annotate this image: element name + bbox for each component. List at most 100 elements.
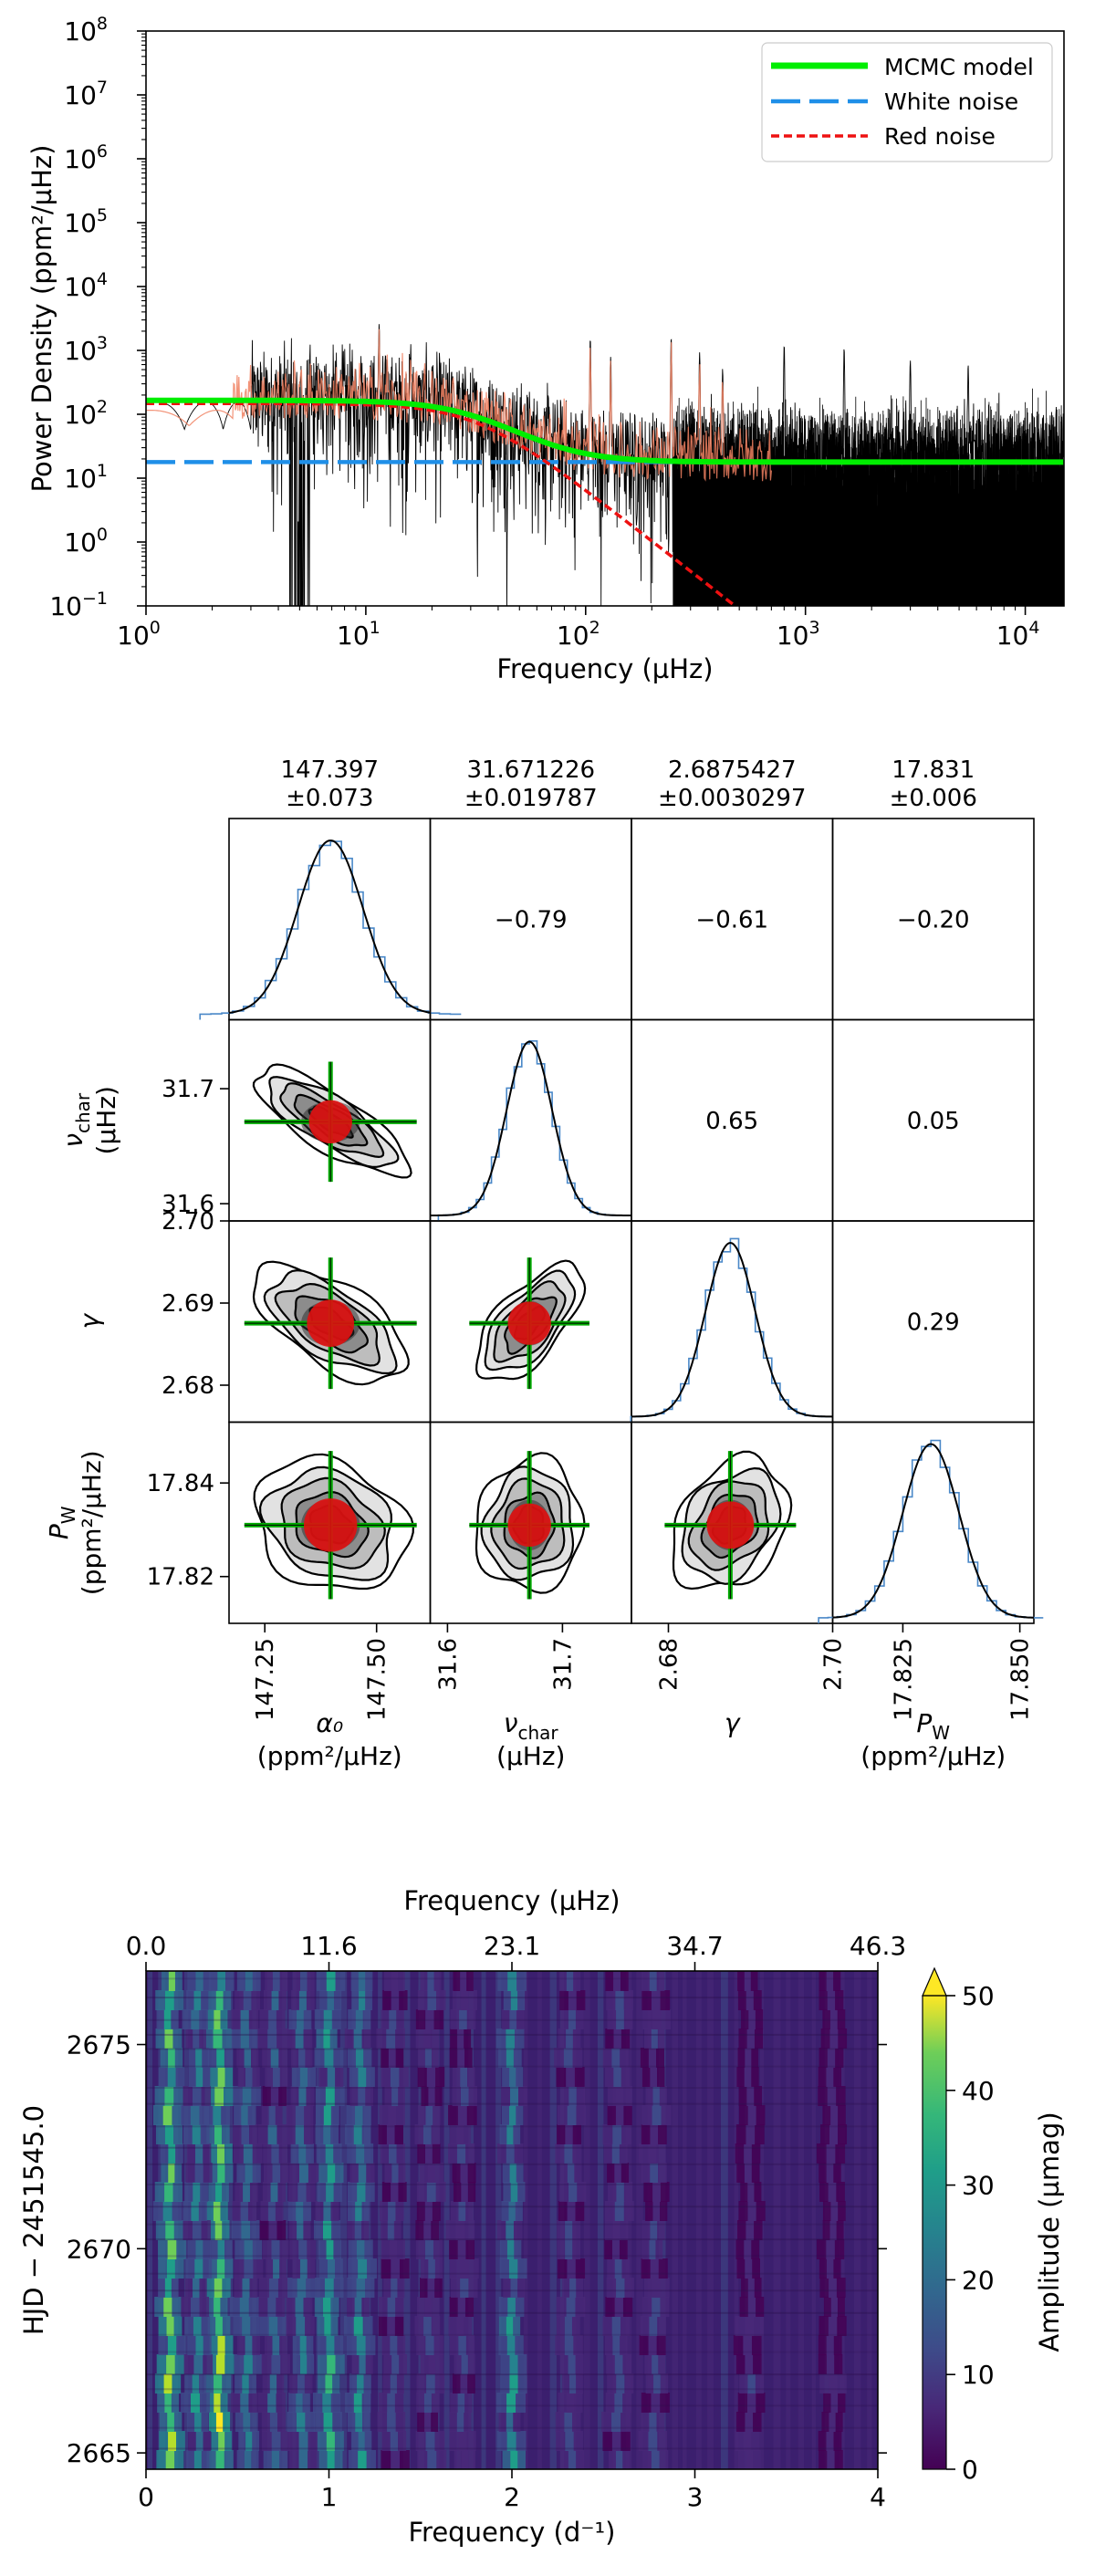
psd-panel: 100 101 102 103 104 10−110010110210310410510… xyxy=(26,14,1065,684)
heatmap-peak-core xyxy=(267,2124,277,2144)
heatmap-peak-core xyxy=(295,2028,304,2049)
heatmap-peak-core xyxy=(426,2182,436,2202)
heatmap-peak-core xyxy=(425,2105,433,2125)
heatmap-peak-core xyxy=(828,2316,838,2336)
heatmap-peak-core xyxy=(327,1990,334,2010)
heatmap-x-tick-label: 2 xyxy=(504,2482,520,2512)
psd-x-tick-label: 104 xyxy=(996,618,1040,651)
heatmap-peak-core xyxy=(195,2048,203,2068)
heatmap-striation xyxy=(146,2048,878,2050)
heatmap-top-x-axis-label: Frequency (µHz) xyxy=(403,1885,620,1916)
heatmap-peak-core xyxy=(747,2201,756,2221)
heatmap-top-tick-label: 46.3 xyxy=(850,1931,906,1961)
heatmap-ridge xyxy=(682,1971,687,2469)
heatmap-peak-core xyxy=(298,2450,308,2469)
psd-x-tick-exponent: 2 xyxy=(589,618,600,638)
heatmap-striation xyxy=(146,2272,878,2275)
heatmap-peak-core xyxy=(195,2239,203,2259)
heatmap-peak-core xyxy=(391,2278,398,2298)
heatmap-peak-core xyxy=(510,2086,518,2106)
heatmap-peak-core xyxy=(508,2105,516,2125)
contour-group xyxy=(244,1451,417,1600)
heatmap-peak-core xyxy=(323,2124,331,2144)
legend-red-noise-label: Red noise xyxy=(884,123,996,150)
heatmap-peak-core xyxy=(506,2048,514,2068)
heatmap-peak-core xyxy=(162,2201,172,2221)
heatmap-peak-core xyxy=(270,2048,279,2068)
heatmap-peak-core xyxy=(215,1990,224,2010)
psd-y-tick-label: 101 xyxy=(64,461,108,494)
heatmap-peak-core xyxy=(358,2431,365,2451)
colorbar-ticks: 0 10 20 30 40 50 xyxy=(946,1981,995,2485)
heatmap-peak-core xyxy=(506,2028,515,2049)
heatmap-peak-core xyxy=(324,2316,331,2336)
heatmap-peak-core xyxy=(355,2201,362,2221)
heatmap-peak-core xyxy=(217,2335,225,2355)
heatmap-peak-core xyxy=(508,2258,518,2279)
heatmap-peak-core xyxy=(652,2201,661,2221)
heatmap-peak-core xyxy=(651,2028,658,2049)
heatmap-peak-core xyxy=(612,2239,620,2259)
heatmap-peak-core xyxy=(165,2220,174,2240)
heatmap-top-tick-label: 0.0 xyxy=(126,1931,167,1961)
heatmap-peak-core xyxy=(192,2124,201,2144)
heatmap-peak-core xyxy=(614,2163,621,2183)
heatmap-peak-core xyxy=(649,2239,656,2259)
heatmap-peak-core xyxy=(213,2028,223,2049)
corner-x-tick-label: 2.70 xyxy=(820,1638,848,1691)
psd-x-tick-exponent: 3 xyxy=(808,618,819,638)
heatmap-peak-core xyxy=(616,2009,624,2029)
heatmap-peak-core xyxy=(216,2143,224,2164)
heatmap-peak-core xyxy=(298,2048,306,2068)
heatmap-peak-core xyxy=(296,2412,306,2432)
heatmap-peak-core xyxy=(243,2182,250,2202)
heatmap-peak-core xyxy=(358,1971,366,1991)
psd-y-tick-exponent: 3 xyxy=(97,333,108,353)
heatmap-peak-core xyxy=(272,2335,280,2355)
heatmap-peak-core xyxy=(423,2220,432,2240)
heatmap-x-tick-label: 3 xyxy=(687,2482,704,2512)
heatmap-peak-core xyxy=(457,2105,467,2125)
psd-x-tick-label: 102 xyxy=(557,618,600,651)
heatmap-peak-core xyxy=(193,2316,202,2336)
heatmap-peak-core xyxy=(747,2278,755,2298)
heatmap-peak-core xyxy=(568,2182,578,2202)
heatmap-peak-core xyxy=(190,2297,200,2317)
heatmap-peak-core xyxy=(267,2297,276,2317)
corner-y-param-unit: (µHz) xyxy=(91,1086,121,1154)
heatmap-peak-core xyxy=(194,2258,203,2279)
heatmap-peak-core xyxy=(567,2163,575,2183)
corner-x-tick-label: 17.850 xyxy=(1007,1638,1035,1721)
corner-title-value: 147.397 xyxy=(280,756,379,784)
heatmap-peak-core xyxy=(460,2163,468,2183)
heatmap-peak-core xyxy=(327,2354,336,2374)
heatmap-peak-core xyxy=(299,2258,308,2279)
heatmap-peak-core xyxy=(650,2220,658,2240)
heatmap-peak-core xyxy=(389,2009,397,2029)
heatmap-peak-core xyxy=(163,2297,172,2317)
heatmap-peak-core xyxy=(652,2182,661,2202)
heatmap-peak-core xyxy=(457,2048,465,2068)
heatmap-peak-core xyxy=(296,2393,303,2413)
heatmap-peak-core xyxy=(163,2009,172,2029)
heatmap-peak-core xyxy=(508,2201,516,2221)
best-fit-point xyxy=(706,1501,755,1549)
heatmap-peak-core xyxy=(270,2086,279,2106)
heatmap-peak-core xyxy=(164,2278,172,2298)
heatmap-peak-core xyxy=(353,2316,363,2336)
heatmap-peak-core xyxy=(611,2048,620,2068)
heatmap-peak-core xyxy=(747,2105,756,2125)
corner-y-tick-label: 2.68 xyxy=(162,1372,214,1400)
heatmap-striation xyxy=(146,1997,878,1999)
corner-x-tick-label: 2.68 xyxy=(656,1638,683,1691)
heatmap-peak-core xyxy=(194,2143,203,2164)
heatmap-peak-core xyxy=(166,2354,175,2374)
psd-x-tick-exponent: 4 xyxy=(1028,618,1039,638)
heatmap-peak-core xyxy=(460,2278,469,2298)
heatmap-peak-core xyxy=(194,2163,203,2183)
heatmap-peak-core xyxy=(427,2163,435,2183)
heatmap-peak-core xyxy=(391,2086,399,2106)
heatmap-peak-core xyxy=(424,2048,432,2068)
heatmap-peak-core xyxy=(459,2009,467,2029)
heatmap-peak-core xyxy=(299,2354,308,2374)
